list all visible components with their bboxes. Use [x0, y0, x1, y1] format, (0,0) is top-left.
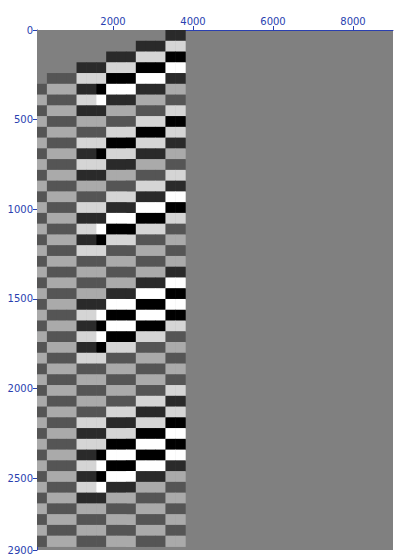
svg-text:0: 0: [27, 25, 33, 36]
svg-text:500: 500: [14, 114, 33, 125]
svg-text:2000: 2000: [8, 383, 33, 394]
svg-text:2900: 2900: [8, 545, 33, 556]
svg-text:4000: 4000: [180, 16, 205, 27]
svg-text:8000: 8000: [340, 16, 365, 27]
svg-text:2000: 2000: [100, 16, 125, 27]
svg-text:1000: 1000: [8, 204, 33, 215]
svg-text:2500: 2500: [8, 473, 33, 484]
svg-text:6000: 6000: [260, 16, 285, 27]
svg-text:1500: 1500: [8, 293, 33, 304]
